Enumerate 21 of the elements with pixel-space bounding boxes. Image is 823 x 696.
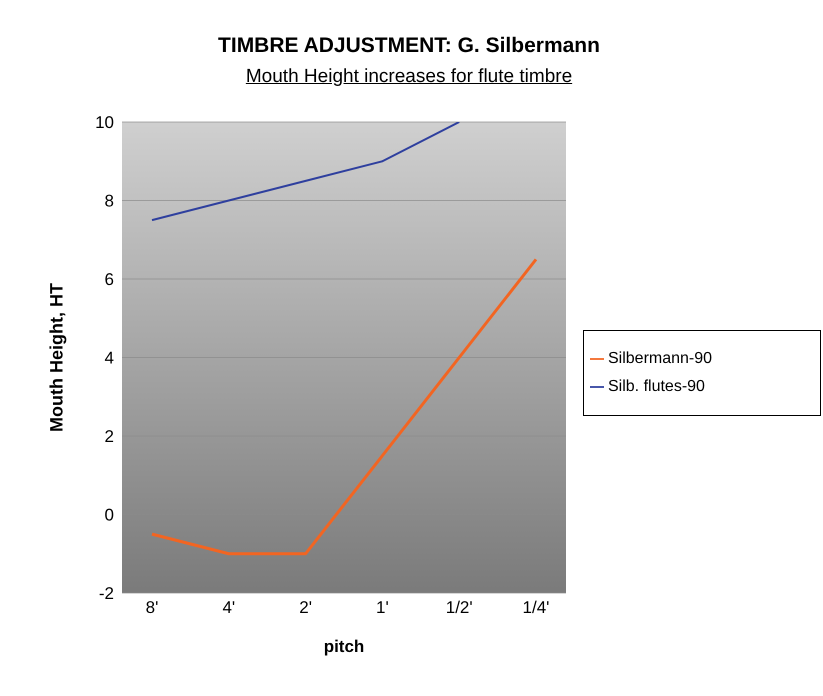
legend-label: Silb. flutes-90 <box>608 378 705 395</box>
chart-subtitle: Mouth Height increases for flute timbre <box>246 66 572 87</box>
x-tick-label: 1' <box>376 598 389 618</box>
y-tick-label: 10 <box>95 113 114 132</box>
x-tick-label: 1/4' <box>522 598 550 618</box>
y-tick-label: -2 <box>98 584 114 604</box>
x-tick-label: 4' <box>222 598 236 618</box>
x-tick-label: 1/2' <box>446 598 473 618</box>
x-tick-label: 2' <box>299 598 312 618</box>
chart-title: TIMBRE ADJUSTMENT: G. Silbermann <box>217 34 601 58</box>
y-tick-label: 8 <box>104 192 114 211</box>
y-tick-label: 2 <box>104 427 114 446</box>
y-tick-label: 0 <box>104 506 114 525</box>
y-axis-title: Mouth Height, HT <box>46 283 66 432</box>
x-axis-title: pitch <box>324 637 364 656</box>
legend-label: Silbermann-90 <box>608 350 712 367</box>
line-series <box>151 122 460 222</box>
x-tick-label: 8' <box>146 598 158 618</box>
y-tick-label: 6 <box>104 270 114 290</box>
line-series <box>150 258 538 556</box>
y-tick-label: 4 <box>104 348 114 368</box>
